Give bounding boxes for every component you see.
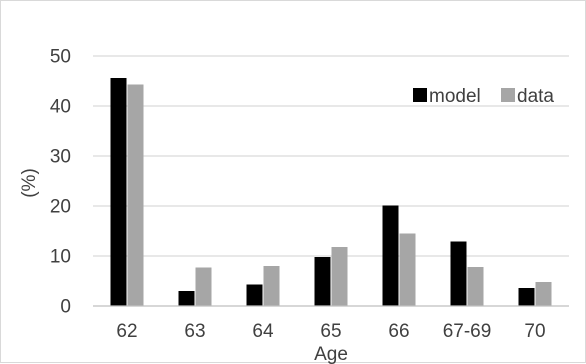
y-axis-ticks: 0 10 20 30 40 50 [50, 47, 71, 318]
y-axis-title: (%) [19, 168, 40, 198]
bars [110, 78, 552, 306]
legend-swatch-model [413, 88, 427, 102]
y-tick-label: 30 [50, 147, 71, 168]
legend-swatch-data [501, 88, 515, 102]
legend-label-data: data [517, 86, 554, 107]
y-tick-label: 10 [50, 247, 71, 268]
bar-model [450, 241, 467, 306]
bar-data [535, 282, 552, 306]
x-tick-label: 66 [388, 321, 409, 342]
bar-data [127, 84, 144, 306]
bar-model [314, 257, 331, 306]
bar-data [195, 267, 212, 306]
legend-label-model: model [429, 86, 481, 107]
y-tick-label: 40 [50, 97, 71, 118]
x-axis-ticks: 62 63 64 65 66 67-69 70 [116, 321, 545, 342]
y-tick-label: 0 [60, 297, 71, 318]
bar-model [246, 284, 263, 306]
bar-model [110, 78, 127, 306]
bar-model [518, 288, 535, 306]
x-tick-label: 62 [116, 321, 137, 342]
x-tick-label: 67-69 [443, 321, 492, 342]
bar-data [399, 233, 416, 306]
legend: model data [413, 86, 554, 107]
bar-data [331, 247, 348, 306]
gridlines [93, 55, 569, 257]
x-tick-label: 64 [252, 321, 274, 342]
bar-model [382, 205, 399, 306]
bar-data [263, 266, 280, 306]
x-tick-label: 70 [524, 321, 545, 342]
bar-model [178, 291, 195, 306]
x-tick-label: 63 [184, 321, 205, 342]
y-tick-label: 50 [50, 47, 71, 68]
y-tick-label: 20 [50, 197, 71, 218]
x-tick-label: 65 [320, 321, 341, 342]
x-axis-title: Age [314, 344, 348, 364]
bar-data [467, 267, 484, 306]
